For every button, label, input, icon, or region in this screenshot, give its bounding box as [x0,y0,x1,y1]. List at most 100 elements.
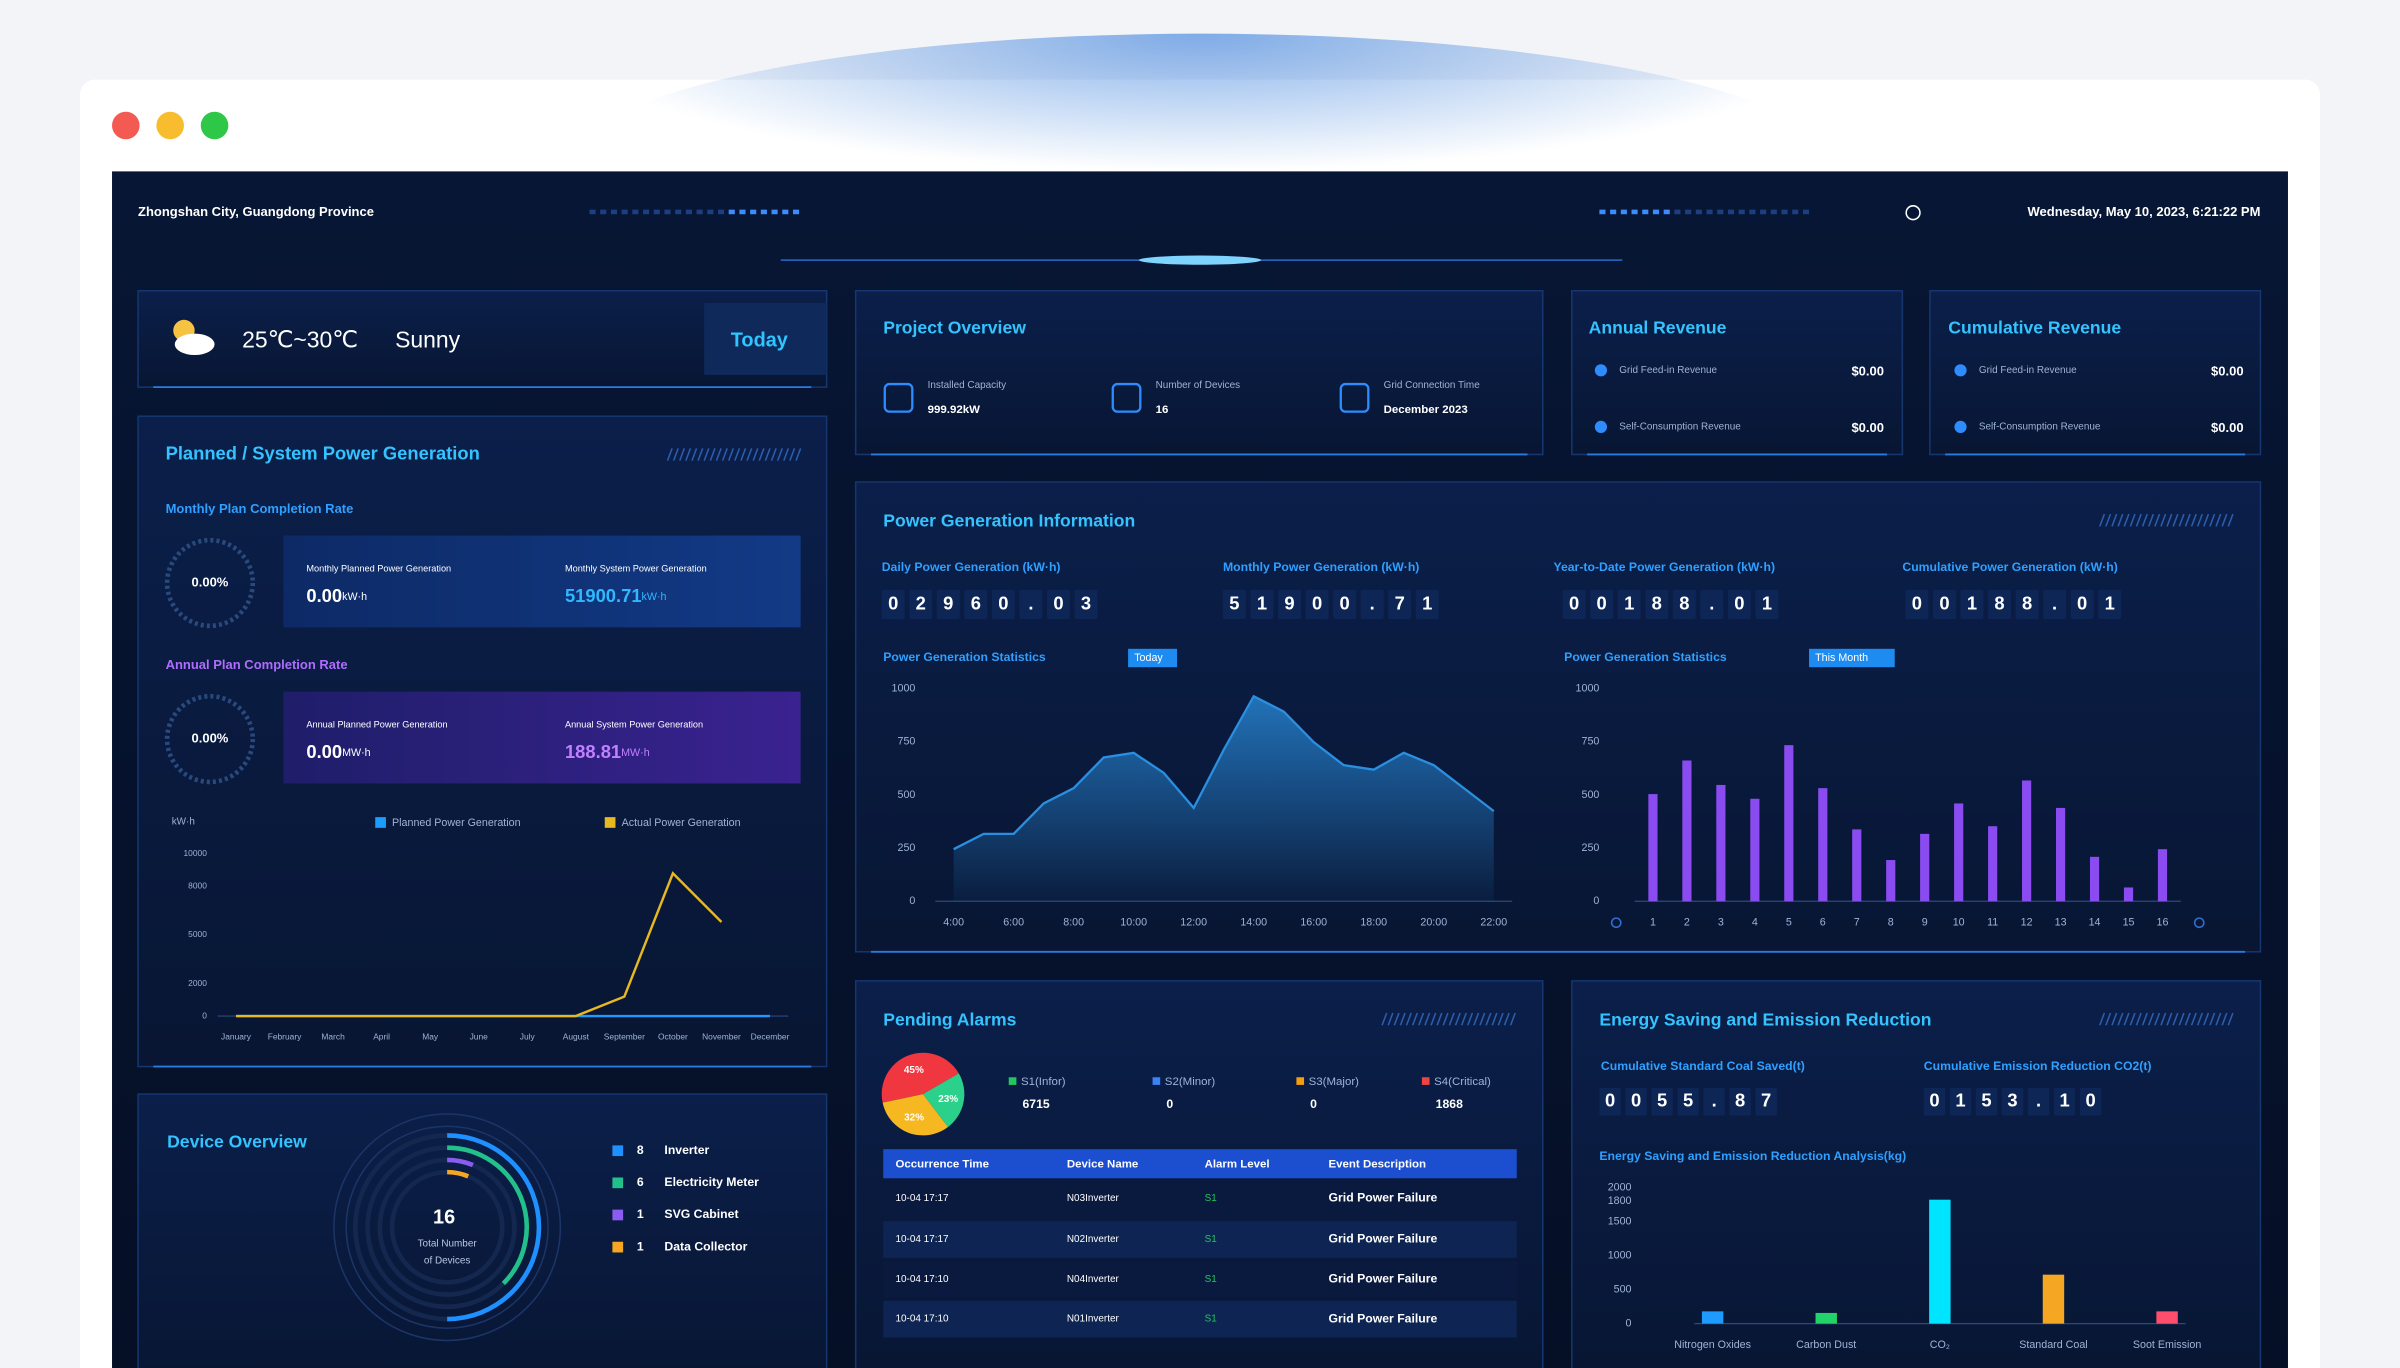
header-dot [685,209,692,215]
header-dot [707,209,714,215]
panel-title: Cumulative Revenue [1948,318,2121,338]
table-cell: S1 [1205,1274,1218,1285]
maximize-button[interactable] [200,111,229,140]
level-swatch [1296,1077,1305,1085]
scroll-left[interactable] [1610,917,1622,929]
x-tick-label: 9 [1922,917,1928,929]
decor-stripe [1430,1012,1437,1026]
table-row-bg [883,1300,1517,1338]
x-tick-label: 4 [1752,917,1758,929]
x-tick-label: November [702,1032,741,1042]
y-tick-label: 750 [1582,736,1600,748]
area-line [953,694,1495,851]
series-line [235,871,723,1018]
table-cell: Grid Power Failure [1329,1232,1438,1246]
minimize-button[interactable] [156,111,184,140]
unit: MW·h [621,747,650,759]
decor-stripe [2190,513,2197,527]
digit-box [1305,589,1329,619]
decor-stripe [679,448,686,461]
legend-swatch [612,1241,624,1253]
decor-stripe [691,448,698,461]
decor-stripe [1381,1012,1388,1026]
x-tick-label: 14:00 [1240,917,1267,929]
header-dot [1652,209,1660,215]
y-tick-label: 500 [1614,1283,1632,1295]
bar [1750,798,1760,902]
decor-stripe [2141,513,2148,527]
header-dot [600,209,607,215]
x-tick-label: Standard Coal [2019,1339,2087,1351]
bar [1954,803,1964,902]
digit-box [1625,1087,1647,1116]
decor-stripe [764,448,771,461]
decor-stripe [2184,513,2191,527]
decor-stripe [2184,1012,2191,1026]
legend-swatch [612,1209,624,1221]
decor-stripe [2099,513,2106,527]
decor-stripe [709,448,716,461]
x-tick-label: 12:00 [1180,917,1207,929]
digit-box [1562,589,1586,619]
x-tick-label: January [221,1032,252,1042]
digit-box [1949,1087,1972,1116]
decor-stripe [697,448,704,461]
x-tick-label: 12 [2021,917,2033,929]
decor-stripe [1509,1012,1516,1026]
decor-stripe [795,448,802,461]
decor-stripe [1411,1012,1419,1026]
decor-stripe [1497,1012,1504,1026]
scroll-right[interactable] [2193,917,2205,929]
digit-box [1960,589,1984,619]
decor-stripe [1424,1012,1431,1026]
header-dot [632,209,639,215]
decor-stripe [2166,1012,2173,1026]
close-button[interactable] [112,111,140,140]
clock-icon [1905,205,1921,221]
decor-stripe [2203,1012,2210,1026]
digit-box [1932,589,1956,619]
decor-stripe [770,448,777,461]
device-count: 1 [637,1239,644,1253]
header-dot [1781,209,1788,215]
decor-stripe [672,448,679,461]
ring-decor [333,1113,562,1342]
digit-box [1755,1087,1777,1116]
digit-box [1333,589,1357,619]
bar [1929,1199,1951,1324]
today-button[interactable] [704,302,827,375]
digit-box [936,589,960,619]
device-total-label: of Devices [424,1256,470,1267]
decor-stripe [2105,1012,2112,1026]
value: 0.00 [306,741,342,762]
temperature: 25℃~30℃ [242,326,358,352]
table-header: Event Description [1329,1159,1427,1171]
datetime: Wednesday, May 10, 2023, 6:21:22 PM [2028,204,2261,219]
digit-box [1046,589,1070,619]
decor-stripe [1387,1012,1394,1026]
project-value: 16 [1156,404,1169,416]
decor-stripe [746,448,753,461]
bar [1988,826,1998,902]
decor-stripe [666,448,673,461]
table-cell: Grid Power Failure [1329,1190,1438,1204]
decor-stripe [2172,513,2179,527]
table-cell: N03Inverter [1067,1193,1120,1204]
decor-stripe [715,448,722,461]
header-dot [717,209,725,215]
header-dot [739,209,746,215]
digit-box [1415,589,1439,619]
project-value: 999.92kW [928,404,980,416]
header-dot [1727,209,1735,215]
decor-stripe [1454,1012,1461,1026]
digit-box [1617,589,1641,619]
device-name: Data Collector [664,1239,747,1253]
generation-label: Annual System Power Generation [565,720,703,730]
decor-stripe [1418,1012,1425,1026]
bar [2089,856,2100,902]
device-name: Inverter [664,1143,709,1157]
y-tick-label: 0 [1626,1317,1632,1329]
panel-title: Pending Alarms [883,1009,1016,1029]
decor-stripe [2154,1012,2161,1026]
revenue-icon [1954,364,1967,377]
